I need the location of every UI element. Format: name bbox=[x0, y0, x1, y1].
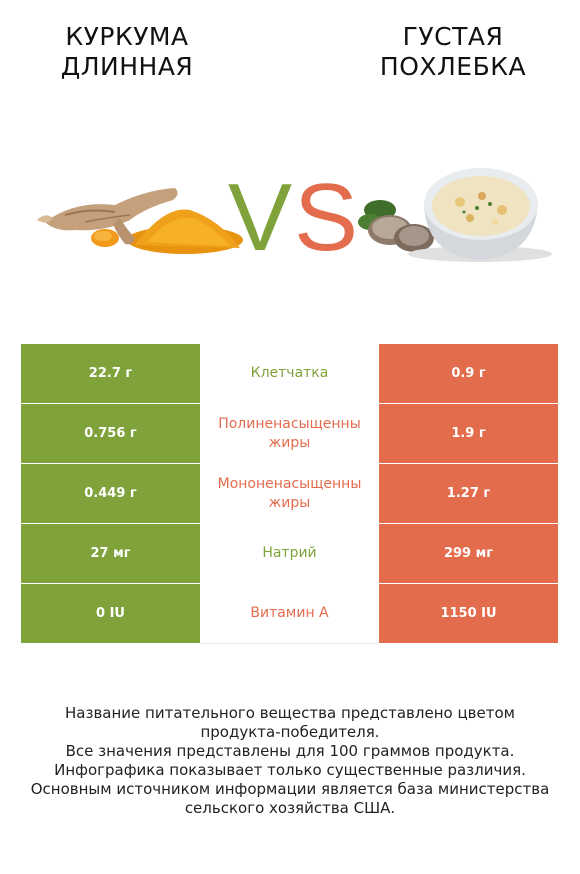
vs-letter-v: V bbox=[228, 164, 292, 260]
table-row: 0.449 г Мононенасыщенны жиры 1.27 г bbox=[21, 463, 558, 524]
vs-letter-s: S bbox=[294, 164, 358, 260]
table-row: 0.756 г Полиненасыщенны жиры 1.9 г bbox=[21, 403, 558, 464]
left-value: 22.7 г bbox=[21, 344, 200, 404]
footnote-line: Инфографика показывает только существенн… bbox=[54, 761, 526, 779]
right-value: 1.9 г bbox=[379, 403, 558, 464]
right-value: 0.9 г bbox=[379, 344, 558, 404]
left-value: 0.449 г bbox=[21, 463, 200, 524]
nutrient-label: Мононенасыщенны жиры bbox=[200, 463, 379, 524]
right-food-title: ГУСТАЯ ПОХЛЕБКА bbox=[379, 22, 527, 81]
nutrient-label: Полиненасыщенны жиры bbox=[200, 403, 379, 464]
left-value: 0.756 г bbox=[21, 403, 200, 464]
versus-label: V S bbox=[228, 164, 358, 260]
nutrient-label: Натрий bbox=[200, 523, 379, 584]
table-row: 0 IU Витамин A 1150 IU bbox=[21, 583, 558, 644]
turmeric-image bbox=[37, 188, 243, 254]
left-value: 27 мг bbox=[21, 523, 200, 584]
comparison-table: 22.7 г Клетчатка 0.9 г 0.756 г Полиненас… bbox=[21, 344, 558, 644]
footnote-line: сельского хозяйства США. bbox=[184, 799, 396, 817]
chowder-image bbox=[358, 168, 552, 262]
right-value: 1150 IU bbox=[379, 583, 558, 644]
table-row: 22.7 г Клетчатка 0.9 г bbox=[21, 344, 558, 404]
footnote-line: Все значения представлены для 100 граммо… bbox=[65, 742, 515, 760]
left-value: 0 IU bbox=[21, 583, 200, 644]
right-value: 1.27 г bbox=[379, 463, 558, 524]
footnotes: Название питательного вещества представл… bbox=[20, 704, 560, 818]
table-row: 27 мг Натрий 299 мг bbox=[21, 523, 558, 584]
footnote-line: Название питательного вещества представл… bbox=[65, 704, 515, 722]
footnote-line: Основным источником информации является … bbox=[30, 780, 550, 798]
left-food-title: КУРКУМА ДЛИННАЯ bbox=[60, 22, 194, 81]
footnote-line: продукта-победителя. bbox=[200, 723, 380, 741]
right-value: 299 мг bbox=[379, 523, 558, 584]
nutrient-label: Клетчатка bbox=[200, 344, 379, 404]
nutrient-label: Витамин A bbox=[200, 583, 379, 644]
